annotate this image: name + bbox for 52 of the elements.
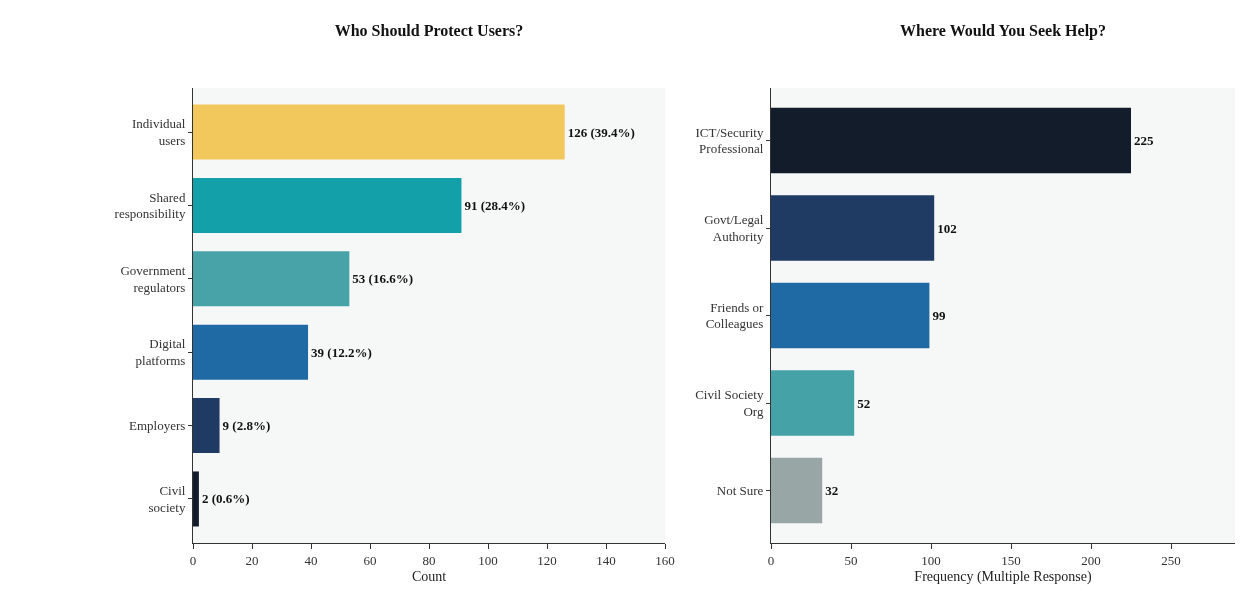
y-tick-label: Govt/Legal Authority bbox=[704, 212, 764, 244]
y-tick-label: Not Sure bbox=[716, 483, 764, 499]
bar bbox=[193, 324, 309, 380]
bar bbox=[771, 107, 1131, 174]
y-tick-label: Employers bbox=[129, 418, 186, 434]
x-tick-label: 80 bbox=[422, 552, 436, 568]
y-tick-label: Civil society bbox=[148, 483, 186, 515]
x-tick-label: 160 bbox=[655, 552, 675, 568]
data-label: 2 (0.6%) bbox=[201, 491, 250, 507]
bar bbox=[771, 370, 855, 436]
x-axis-title: Count bbox=[411, 568, 447, 584]
chart-title: Who Should Protect Users? bbox=[334, 22, 524, 40]
bar bbox=[771, 195, 935, 261]
bar bbox=[771, 282, 930, 349]
data-label: 39 (12.2%) bbox=[311, 344, 372, 360]
y-tick-label: Civil Society Org bbox=[695, 387, 764, 419]
y-tick-label: ICT/Security Professional bbox=[695, 124, 764, 157]
x-axis-title: Frequency (Multiple Response) bbox=[914, 568, 1092, 585]
x-tick-label: 40 bbox=[304, 552, 318, 568]
x-tick-label: 100 bbox=[921, 552, 941, 568]
x-tick-label: 100 bbox=[478, 552, 498, 568]
y-tick-label: Friends or Colleagues bbox=[705, 299, 765, 332]
bar bbox=[193, 177, 462, 233]
data-label: 225 bbox=[1134, 133, 1154, 148]
data-label: 91 (28.4%) bbox=[464, 197, 526, 213]
bar bbox=[193, 398, 220, 454]
x-tick-label: 50 bbox=[844, 552, 858, 568]
data-label: 52 bbox=[857, 395, 871, 411]
data-label: 99 bbox=[932, 308, 946, 323]
x-tick-label: 0 bbox=[189, 552, 197, 568]
x-tick-label: 120 bbox=[537, 552, 557, 568]
x-tick-label: 60 bbox=[363, 552, 377, 568]
chart-title: Where Would You Seek Help? bbox=[900, 22, 1106, 41]
data-label: 9 (2.8%) bbox=[222, 418, 271, 434]
y-tick-label: Individual users bbox=[131, 116, 186, 149]
x-tick-label: 200 bbox=[1081, 552, 1101, 568]
data-label: 32 bbox=[825, 483, 839, 498]
data-label: 53 (16.6%) bbox=[352, 271, 414, 287]
y-tick-label: Government regulators bbox=[120, 262, 186, 295]
data-label: 126 (39.4%) bbox=[567, 124, 635, 140]
y-tick-label: Digital platforms bbox=[135, 336, 186, 369]
y-tick-label: Shared responsibility bbox=[114, 189, 186, 222]
bar bbox=[771, 457, 823, 524]
x-tick-label: 140 bbox=[596, 552, 616, 568]
x-tick-label: 150 bbox=[1001, 552, 1021, 568]
data-label: 102 bbox=[937, 220, 957, 236]
bar bbox=[193, 471, 199, 527]
bar bbox=[193, 104, 565, 160]
x-tick-label: 0 bbox=[767, 552, 775, 568]
x-tick-label: 250 bbox=[1161, 552, 1181, 568]
bar bbox=[193, 251, 350, 307]
x-tick-label: 20 bbox=[245, 552, 259, 568]
